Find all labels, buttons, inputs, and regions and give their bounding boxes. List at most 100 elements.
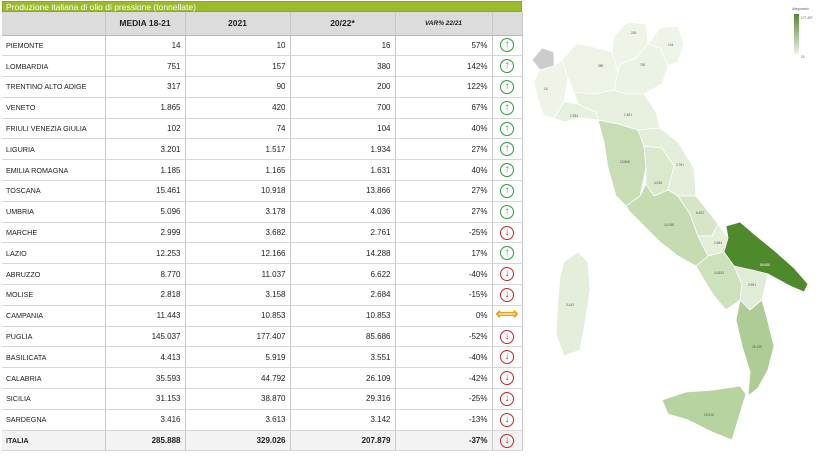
trend-cell: ↓	[492, 409, 523, 431]
value-2021-cell: 1.517	[185, 138, 291, 161]
value-2022-cell: 26.109	[290, 367, 396, 390]
header-media: MEDIA 18-21	[105, 12, 186, 36]
region-cell: BASILICATA	[2, 346, 106, 369]
region-sardegna	[555, 251, 591, 357]
var-percent-cell: 40%	[395, 118, 493, 140]
region-veneto	[613, 43, 669, 95]
table-row: SICILIA 31.153 38.870 29.316 -25% ↓	[2, 388, 523, 410]
map-label-liguria: 1.934	[570, 114, 578, 118]
region-cell: TOSCANA	[2, 180, 106, 202]
region-valle-aosta	[531, 47, 555, 71]
media-cell: 2.818	[105, 284, 186, 306]
media-cell: 145.037	[105, 326, 186, 348]
trend-cell: ↑	[492, 242, 523, 265]
arrow-up-circle-icon: ↑	[500, 246, 514, 261]
table-row: TOSCANA 15.461 10.918 13.866 27% ↑	[2, 180, 523, 202]
value-2021-cell: 420	[185, 97, 291, 119]
map-label-emilia: 1.631	[624, 113, 632, 117]
region-cell: MARCHE	[2, 222, 106, 244]
arrow-down-circle-icon: ↓	[500, 267, 514, 282]
table-row: VENETO 1.865 420 700 67% ↑	[2, 97, 523, 119]
value-2021-cell: 3.613	[185, 409, 291, 431]
value-2021-cell: 157	[185, 55, 291, 78]
production-table: MEDIA 18-21 2021 20/22* VAR% 22/21 PIEMO…	[2, 12, 523, 452]
var-percent-cell: 0%	[395, 305, 493, 327]
region-cell: SICILIA	[2, 388, 106, 410]
legend-title: Allegorvedo	[792, 7, 809, 11]
value-2021-cell: 10.853	[185, 305, 291, 327]
map-label-umbria: 4.036	[654, 181, 662, 185]
media-cell: 31.153	[105, 388, 186, 410]
media-cell: 2.999	[105, 222, 186, 244]
var-percent-cell: 122%	[395, 76, 493, 98]
trend-cell: ↓	[492, 284, 523, 306]
value-2022-cell: 29.316	[290, 388, 396, 410]
region-cell: ITALIA	[2, 429, 106, 452]
arrow-down-circle-icon: ↓	[500, 225, 514, 240]
double-arrow-horizontal-icon: ⟺	[495, 305, 519, 323]
map-label-piemonte: 16	[544, 87, 548, 91]
italy-map: Allegorvedo 177.407 10	[528, 0, 820, 458]
region-cell: LIGURIA	[2, 138, 106, 161]
value-2021-cell: 11.037	[185, 263, 291, 286]
value-2021-cell: 44.792	[185, 367, 291, 390]
var-percent-cell: -25%	[395, 388, 493, 410]
value-2022-cell: 1.631	[290, 159, 396, 182]
map-label-lombardia: 380	[598, 64, 604, 68]
region-cell: UMBRIA	[2, 201, 106, 223]
map-label-basilicata: 3.551	[748, 283, 756, 287]
value-2022-cell: 85.686	[290, 326, 396, 348]
media-cell: 8.770	[105, 263, 186, 286]
value-2022-cell: 207.879	[290, 429, 396, 452]
legend-min: 10	[801, 55, 805, 59]
region-cell: LAZIO	[2, 242, 106, 265]
map-label-molise: 2.684	[714, 241, 722, 245]
value-2022-cell: 6.622	[290, 263, 396, 286]
var-percent-cell: -40%	[395, 346, 493, 369]
table-row: UMBRIA 5.096 3.178 4.036 27% ↑	[2, 201, 523, 223]
table-row: LAZIO 12.253 12.166 14.288 17% ↑	[2, 242, 523, 265]
header-region	[2, 12, 106, 36]
var-percent-cell: 142%	[395, 55, 493, 78]
media-cell: 102	[105, 118, 186, 140]
value-2022-cell: 13.866	[290, 180, 396, 202]
value-2022-cell: 700	[290, 97, 396, 119]
region-friuli	[647, 25, 685, 67]
value-2022-cell: 10.853	[290, 305, 396, 327]
var-percent-cell: -52%	[395, 326, 493, 348]
table-total-row: ITALIA 285.888 329.026 207.879 -37% ↓	[2, 429, 523, 452]
value-2021-cell: 90	[185, 76, 291, 98]
media-cell: 3.416	[105, 409, 186, 431]
media-cell: 4.413	[105, 346, 186, 369]
media-cell: 35.593	[105, 367, 186, 390]
arrow-down-circle-icon: ↓	[500, 287, 514, 302]
region-cell: FRIULI VENEZIA GIULIA	[2, 118, 106, 140]
value-2021-cell: 3.682	[185, 222, 291, 244]
table-row: CALABRIA 35.593 44.792 26.109 -42% ↓	[2, 367, 523, 390]
table-row: FRIULI VENEZIA GIULIA 102 74 104 40% ↑	[2, 118, 523, 140]
table-row: CAMPANIA 11.443 10.853 10.853 0% ⟺	[2, 305, 523, 327]
trend-cell: ↑	[492, 180, 523, 202]
table-row: LIGURIA 3.201 1.517 1.934 27% ↑	[2, 138, 523, 161]
table-row: SARDEGNA 3.416 3.613 3.142 -13% ↓	[2, 409, 523, 431]
value-2022-cell: 104	[290, 118, 396, 140]
media-cell: 1.185	[105, 159, 186, 182]
italy-map-svg: Allegorvedo 177.407 10	[531, 7, 813, 441]
var-percent-cell: -40%	[395, 263, 493, 286]
map-label-campania: 10.853	[714, 271, 724, 275]
table-row: EMILIA ROMAGNA 1.185 1.165 1.631 40% ↑	[2, 159, 523, 182]
map-label-friuli: 104	[668, 43, 674, 47]
trend-cell: ↓	[492, 429, 523, 452]
table-row: BASILICATA 4.413 5.919 3.551 -40% ↓	[2, 346, 523, 369]
arrow-up-circle-icon: ↑	[500, 100, 514, 115]
value-2022-cell: 3.142	[290, 409, 396, 431]
header-2021: 2021	[185, 12, 291, 36]
map-label-marche: 2.761	[676, 163, 684, 167]
value-2021-cell: 74	[185, 118, 291, 140]
media-cell: 3.201	[105, 138, 186, 161]
map-label-trentino: 200	[631, 31, 637, 35]
value-2022-cell: 3.551	[290, 346, 396, 369]
value-2021-cell: 1.165	[185, 159, 291, 182]
media-cell: 317	[105, 76, 186, 98]
arrow-down-circle-icon: ↓	[500, 371, 514, 386]
